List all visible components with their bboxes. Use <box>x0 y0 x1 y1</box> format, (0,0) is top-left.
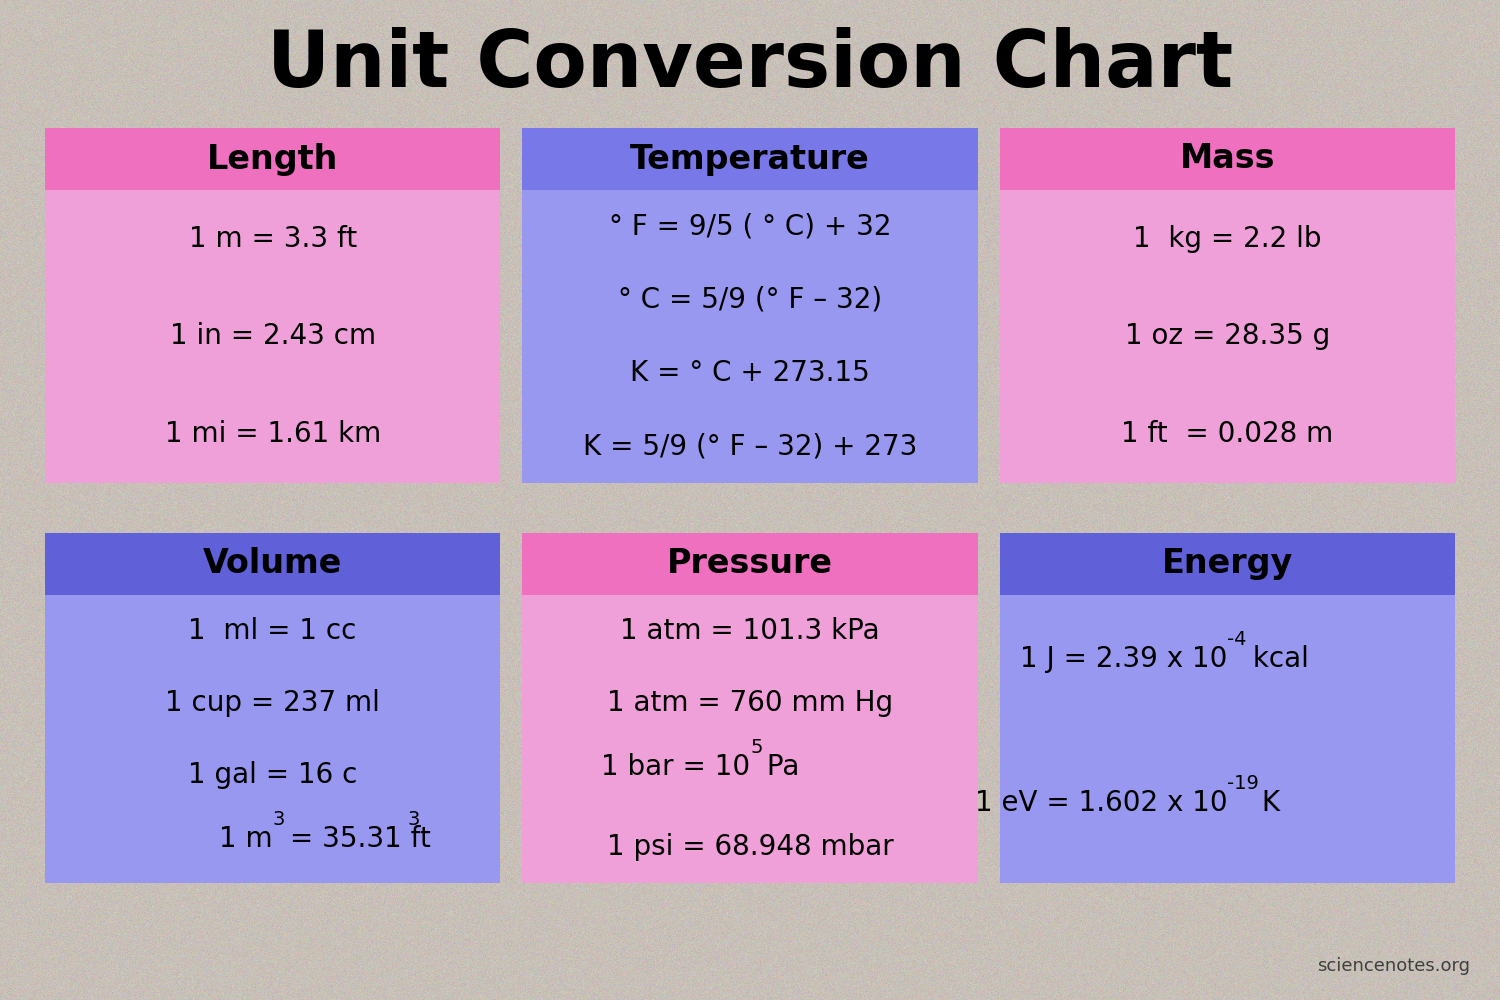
Text: 1 J = 2.39 x 10: 1 J = 2.39 x 10 <box>1020 645 1227 673</box>
FancyBboxPatch shape <box>45 128 501 483</box>
Text: = 35.31 ft: = 35.31 ft <box>280 825 430 853</box>
Text: 1  kg = 2.2 lb: 1 kg = 2.2 lb <box>1132 225 1322 253</box>
Text: Mass: Mass <box>1179 142 1275 176</box>
FancyBboxPatch shape <box>45 128 501 190</box>
Text: Volume: Volume <box>202 547 342 580</box>
FancyBboxPatch shape <box>522 533 978 595</box>
Text: 1 eV = 1.602 x 10: 1 eV = 1.602 x 10 <box>975 789 1227 817</box>
Text: 1 in = 2.43 cm: 1 in = 2.43 cm <box>170 322 375 350</box>
Text: Energy: Energy <box>1161 547 1293 580</box>
Text: 1 gal = 16 c: 1 gal = 16 c <box>188 761 357 789</box>
FancyBboxPatch shape <box>522 533 978 883</box>
Text: ° F = 9/5 ( ° C) + 32: ° F = 9/5 ( ° C) + 32 <box>609 213 891 241</box>
FancyBboxPatch shape <box>999 533 1455 595</box>
Text: 1 mi = 1.61 km: 1 mi = 1.61 km <box>165 420 381 448</box>
FancyBboxPatch shape <box>999 128 1455 190</box>
Text: 1  ml = 1 cc: 1 ml = 1 cc <box>189 617 357 645</box>
FancyBboxPatch shape <box>522 128 978 190</box>
Text: ° C = 5/9 (° F – 32): ° C = 5/9 (° F – 32) <box>618 286 882 314</box>
Text: -4: -4 <box>1227 630 1246 649</box>
Text: 3: 3 <box>408 810 420 829</box>
Text: K = 5/9 (° F – 32) + 273: K = 5/9 (° F – 32) + 273 <box>584 432 916 460</box>
Text: sciencenotes.org: sciencenotes.org <box>1317 957 1470 975</box>
Text: -19: -19 <box>1227 774 1258 793</box>
Text: 3: 3 <box>273 810 285 829</box>
FancyBboxPatch shape <box>522 128 978 483</box>
Text: Temperature: Temperature <box>630 142 870 176</box>
Text: 1 ft  = 0.028 m: 1 ft = 0.028 m <box>1120 420 1334 448</box>
FancyBboxPatch shape <box>999 533 1455 883</box>
Text: 1 cup = 237 ml: 1 cup = 237 ml <box>165 689 380 717</box>
Text: K: K <box>1252 789 1280 817</box>
Text: 1 psi = 68.948 mbar: 1 psi = 68.948 mbar <box>606 833 894 861</box>
Text: 1 oz = 28.35 g: 1 oz = 28.35 g <box>1125 322 1330 350</box>
FancyBboxPatch shape <box>999 128 1455 483</box>
FancyBboxPatch shape <box>45 533 501 595</box>
Text: Pressure: Pressure <box>668 547 832 580</box>
Text: 1 atm = 101.3 kPa: 1 atm = 101.3 kPa <box>620 617 880 645</box>
Text: kcal: kcal <box>1245 645 1310 673</box>
Text: Pa: Pa <box>759 753 800 781</box>
Text: Unit Conversion Chart: Unit Conversion Chart <box>267 27 1233 103</box>
Text: 1 bar = 10: 1 bar = 10 <box>602 753 750 781</box>
Text: 1 m: 1 m <box>219 825 273 853</box>
Text: 1 atm = 760 mm Hg: 1 atm = 760 mm Hg <box>608 689 892 717</box>
Text: 1 m = 3.3 ft: 1 m = 3.3 ft <box>189 225 357 253</box>
Text: Length: Length <box>207 142 339 176</box>
Text: K = ° C + 273.15: K = ° C + 273.15 <box>630 359 870 387</box>
FancyBboxPatch shape <box>45 533 501 883</box>
Text: 5: 5 <box>750 738 762 757</box>
